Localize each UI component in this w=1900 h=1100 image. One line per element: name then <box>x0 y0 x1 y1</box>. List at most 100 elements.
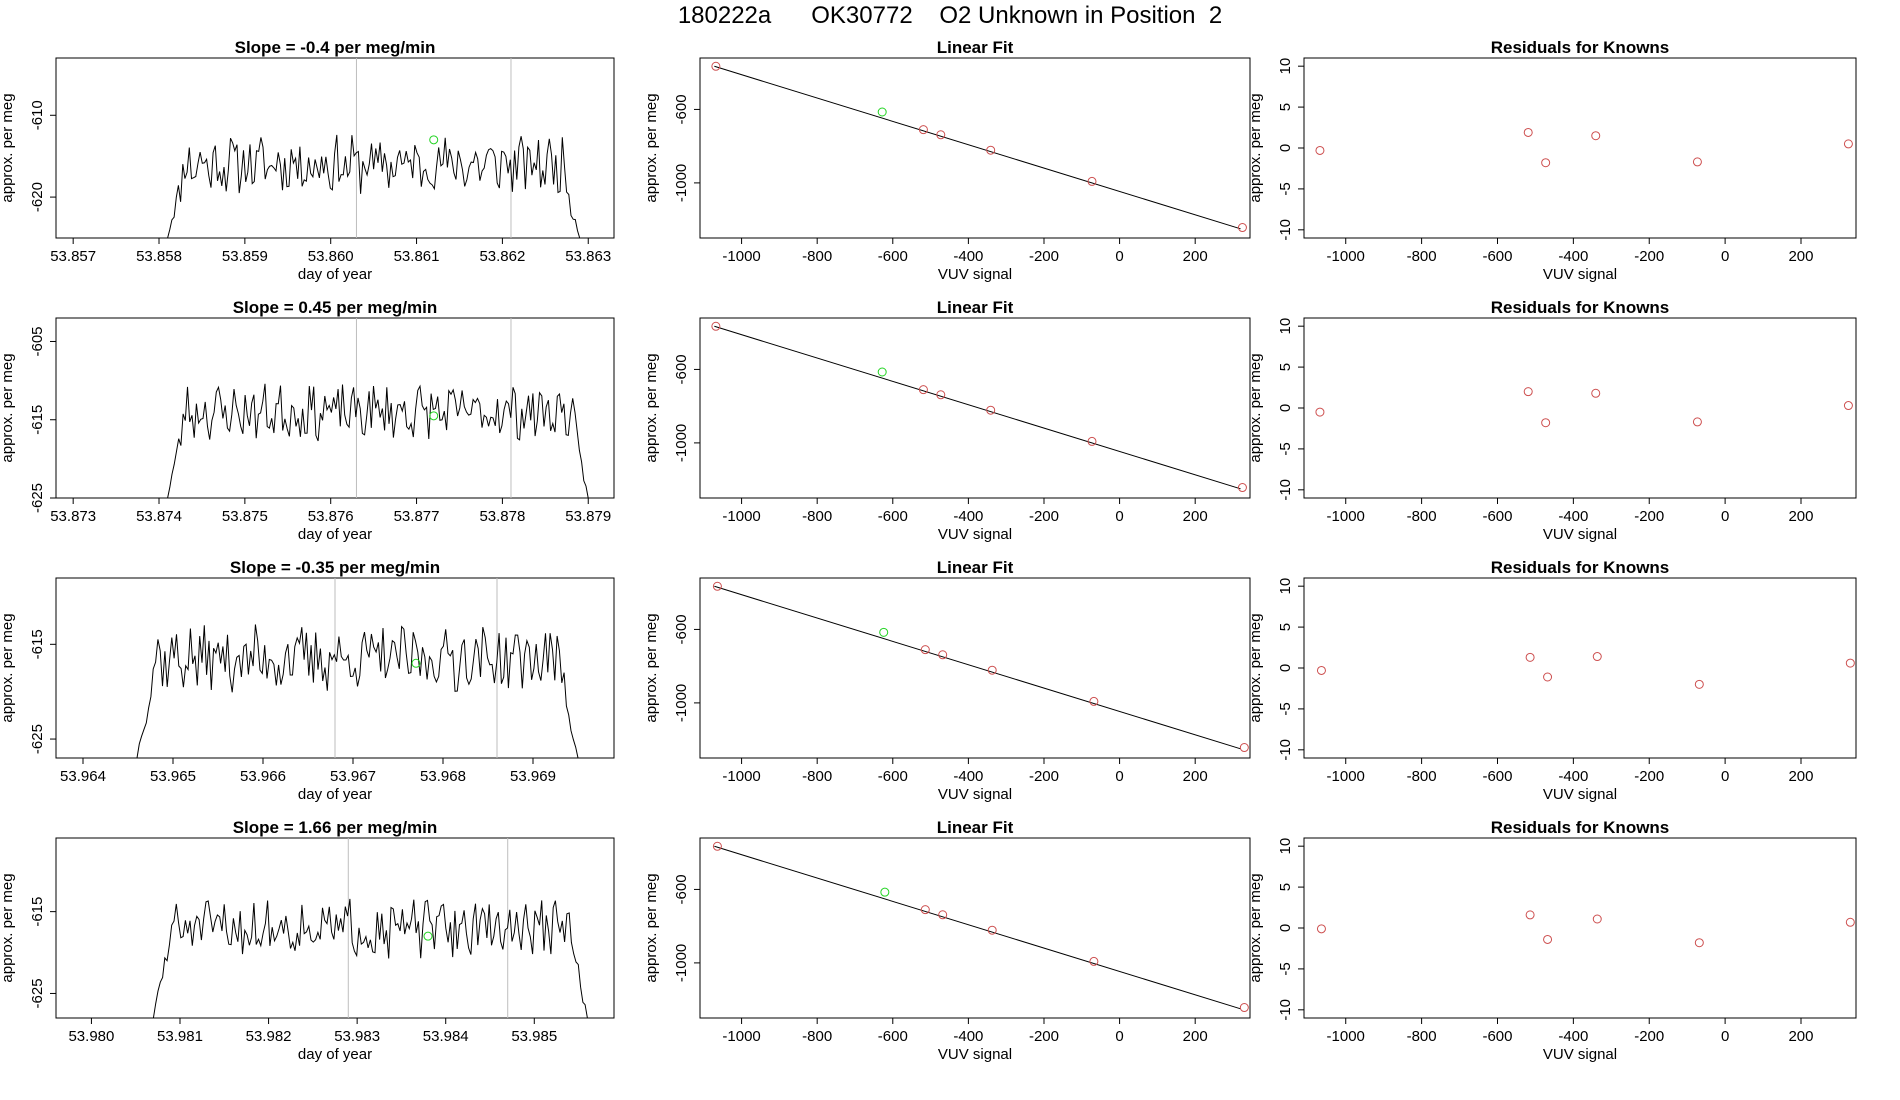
y-tick-label: -605 <box>29 326 46 356</box>
y-axis-label: approx. per meg <box>0 873 16 982</box>
x-tick-label: 53.983 <box>334 1028 380 1045</box>
x-tick-label: -1000 <box>722 1028 760 1045</box>
known-point <box>938 650 948 660</box>
y-axis-label: approx. per meg <box>643 873 660 982</box>
x-tick-label: 53.964 <box>60 768 106 785</box>
y-tick-label: 5 <box>1277 883 1294 891</box>
x-tick-label: -600 <box>878 248 908 265</box>
known-point <box>918 125 928 135</box>
y-tick-label: -1000 <box>673 684 690 722</box>
known-point <box>712 581 722 591</box>
x-tick-label: -400 <box>1558 768 1588 785</box>
residual-point <box>1845 917 1855 927</box>
x-tick-label: -600 <box>1482 768 1512 785</box>
plot-title: Residuals for Knowns <box>1491 38 1670 57</box>
y-tick-label: 0 <box>1277 664 1294 672</box>
unknown-point <box>877 107 887 117</box>
x-tick-label: -400 <box>1558 1028 1588 1045</box>
unknown-mean-point <box>429 411 439 421</box>
plot-frame <box>1303 317 1857 499</box>
unknown-mean-point <box>429 135 439 145</box>
y-axis-label: approx. per meg <box>643 353 660 462</box>
plot-title: Slope = -0.35 per meg/min <box>230 558 440 577</box>
x-tick-label: 53.857 <box>50 248 96 265</box>
residual-point <box>1316 924 1326 934</box>
residual-point <box>1543 934 1553 944</box>
residual-point <box>1543 672 1553 682</box>
y-tick-label: -5 <box>1277 442 1294 455</box>
x-tick-label: -400 <box>1558 508 1588 525</box>
x-tick-label: -800 <box>1407 1028 1437 1045</box>
known-point <box>987 925 997 935</box>
residual-point <box>1525 910 1535 920</box>
x-tick-label: 200 <box>1788 768 1813 785</box>
y-tick-label: -600 <box>673 354 690 384</box>
y-tick-label: -615 <box>29 629 46 659</box>
residual-point <box>1541 158 1551 168</box>
residual-point <box>1692 157 1702 167</box>
fit-line <box>714 65 1241 230</box>
residual-point <box>1694 938 1704 948</box>
y-tick-label: -615 <box>29 897 46 927</box>
x-axis-label: VUV signal <box>938 786 1012 803</box>
x-tick-label: -1000 <box>722 248 760 265</box>
known-point <box>1089 956 1099 966</box>
y-axis-label: approx. per meg <box>0 93 16 202</box>
y-axis-label: approx. per meg <box>1247 613 1264 722</box>
plot-title: Slope = -0.4 per meg/min <box>235 38 436 57</box>
y-tick-label: 10 <box>1277 838 1294 855</box>
y-tick-label: -600 <box>673 614 690 644</box>
x-axis-label: VUV signal <box>1543 1046 1617 1063</box>
known-point <box>1087 176 1097 186</box>
x-tick-label: -400 <box>953 508 983 525</box>
x-tick-label: -800 <box>802 508 832 525</box>
x-axis-label: VUV signal <box>938 266 1012 283</box>
x-axis-label: VUV signal <box>938 526 1012 543</box>
x-tick-label: 53.876 <box>308 508 354 525</box>
x-tick-label: -800 <box>1407 508 1437 525</box>
x-tick-label: -400 <box>953 768 983 785</box>
x-tick-label: 200 <box>1183 1028 1208 1045</box>
y-tick-label: -1000 <box>673 164 690 202</box>
x-tick-label: 53.875 <box>222 508 268 525</box>
y-tick-label: -600 <box>673 94 690 124</box>
x-tick-label: 53.874 <box>136 508 182 525</box>
known-point <box>1237 483 1247 493</box>
fit-line <box>714 325 1241 490</box>
known-point <box>936 390 946 400</box>
x-axis-label: VUV signal <box>938 1046 1012 1063</box>
x-tick-label: -1000 <box>722 508 760 525</box>
residual-point <box>1692 417 1702 427</box>
x-tick-label: -1000 <box>1327 508 1365 525</box>
known-point <box>920 905 930 915</box>
x-tick-label: -600 <box>1482 248 1512 265</box>
plot-title: Linear Fit <box>937 558 1014 577</box>
x-tick-label: -600 <box>1482 508 1512 525</box>
y-tick-label: -1000 <box>673 944 690 982</box>
y-tick-label: 5 <box>1277 623 1294 631</box>
residual-point <box>1843 401 1853 411</box>
x-tick-label: 200 <box>1788 508 1813 525</box>
x-tick-label: 53.968 <box>420 768 466 785</box>
unknown-point <box>880 887 890 897</box>
y-tick-label: -625 <box>29 978 46 1008</box>
x-tick-label: 0 <box>1115 1028 1123 1045</box>
plot-frame <box>55 317 615 499</box>
x-tick-label: 0 <box>1721 768 1729 785</box>
y-tick-label: -10 <box>1277 999 1294 1021</box>
y-axis-label: approx. per meg <box>0 353 16 462</box>
y-tick-label: -615 <box>29 405 46 435</box>
residual-point <box>1316 665 1326 675</box>
y-tick-label: -5 <box>1277 962 1294 975</box>
plot-title: Residuals for Knowns <box>1491 818 1670 837</box>
y-axis-label: approx. per meg <box>643 93 660 202</box>
residual-point <box>1523 127 1533 137</box>
x-tick-label: 0 <box>1721 248 1729 265</box>
x-tick-label: 53.982 <box>246 1028 292 1045</box>
residual-point <box>1523 387 1533 397</box>
x-tick-label: 53.981 <box>157 1028 203 1045</box>
known-point <box>1239 743 1249 753</box>
x-tick-label: 53.862 <box>479 248 525 265</box>
x-tick-label: -200 <box>1634 248 1664 265</box>
known-point <box>938 910 948 920</box>
